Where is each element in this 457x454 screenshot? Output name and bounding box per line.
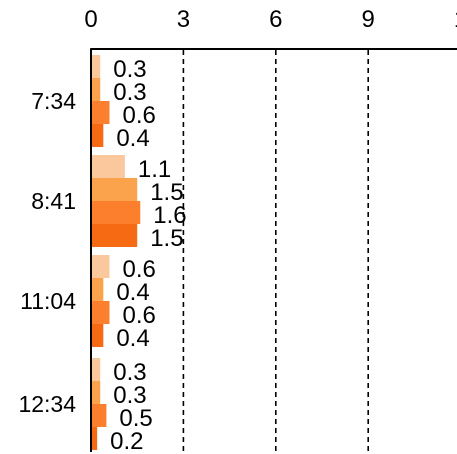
bar bbox=[91, 201, 141, 224]
data-label: 0.4 bbox=[116, 279, 149, 306]
category-label: 12:34 bbox=[18, 391, 76, 417]
gridlines bbox=[182, 50, 370, 452]
bar bbox=[91, 404, 107, 427]
data-label: 0.3 bbox=[113, 382, 146, 409]
category-label: 11:04 bbox=[20, 288, 76, 314]
data-label: 1.6 bbox=[153, 202, 186, 229]
x-tick-label: 6 bbox=[269, 6, 282, 33]
x-tick-label: 9 bbox=[362, 6, 375, 33]
bars bbox=[91, 55, 141, 450]
category-labels: 7:34 8:41 11:04 12:34 bbox=[18, 88, 76, 417]
category-label: 7:34 bbox=[31, 88, 76, 114]
data-label: 0.3 bbox=[113, 79, 146, 106]
bar bbox=[91, 124, 104, 147]
bar bbox=[91, 301, 110, 324]
bar bbox=[91, 324, 104, 347]
data-label: 0.4 bbox=[116, 125, 149, 152]
bar bbox=[91, 381, 101, 404]
data-label: 0.5 bbox=[119, 405, 152, 432]
x-tick-label: 1 bbox=[454, 6, 457, 33]
data-label: 1.5 bbox=[150, 225, 183, 252]
data-label: 0.4 bbox=[116, 325, 149, 352]
x-tick-label: 3 bbox=[177, 6, 190, 33]
bar bbox=[91, 427, 98, 450]
data-label: 0.3 bbox=[113, 359, 146, 386]
data-label: 0.3 bbox=[113, 56, 146, 83]
data-label: 0.6 bbox=[122, 102, 155, 129]
bar bbox=[91, 278, 104, 301]
data-label: 0.6 bbox=[122, 256, 155, 283]
bar bbox=[91, 101, 110, 124]
data-label: 0.6 bbox=[122, 302, 155, 329]
data-labels: 0.30.30.60.41.11.51.61.50.60.40.60.40.30… bbox=[110, 56, 186, 454]
bar bbox=[91, 224, 138, 247]
x-tick-label: 0 bbox=[84, 6, 97, 33]
bar bbox=[91, 78, 101, 101]
bar bbox=[91, 358, 101, 381]
data-label: 1.5 bbox=[150, 179, 183, 206]
category-label: 8:41 bbox=[31, 188, 76, 214]
data-label: 1.1 bbox=[138, 156, 171, 183]
data-label: 0.2 bbox=[110, 428, 143, 454]
bar bbox=[91, 178, 138, 201]
bar bbox=[91, 255, 110, 278]
bar bbox=[91, 55, 101, 78]
bar bbox=[91, 155, 125, 178]
tick-labels: 0 3 6 9 1 bbox=[84, 6, 457, 33]
axes bbox=[90, 48, 457, 452]
